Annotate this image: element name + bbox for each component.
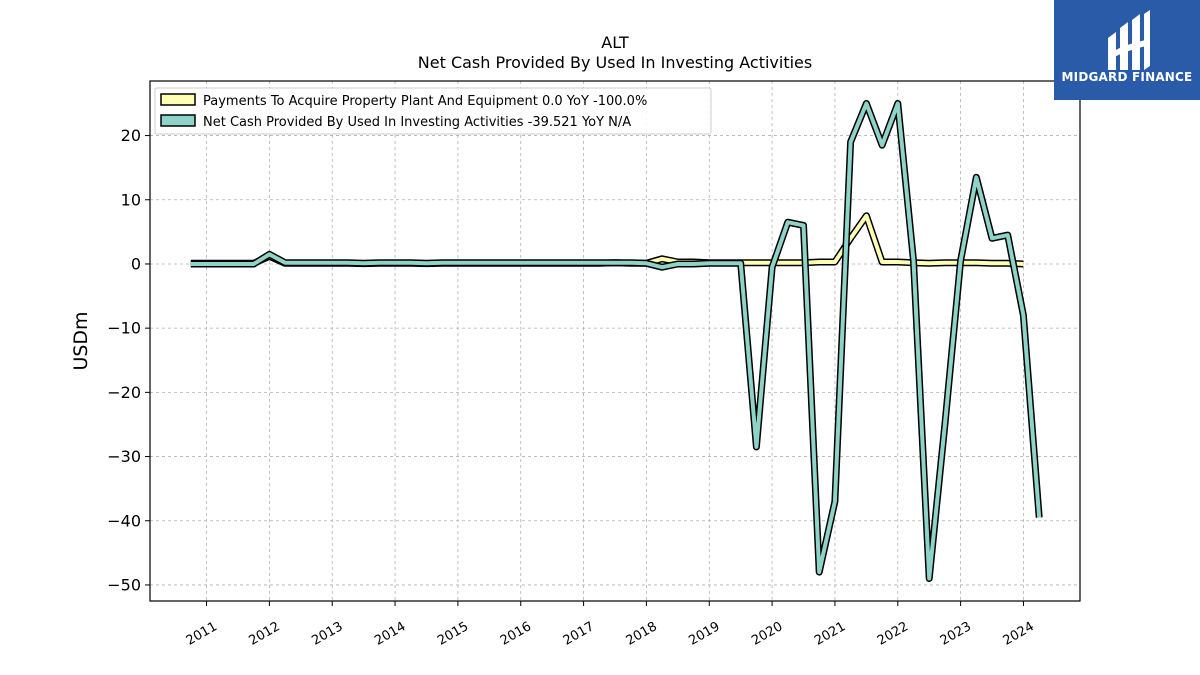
x-tick-label: 2019 xyxy=(686,619,722,649)
x-tick-label: 2024 xyxy=(1001,619,1037,649)
midgard-logo-icon xyxy=(1108,10,1150,70)
series-lines xyxy=(190,100,1043,582)
chart-subtitle: Net Cash Provided By Used In Investing A… xyxy=(418,53,812,72)
x-tick-label: 2022 xyxy=(875,619,911,649)
plot-frame xyxy=(149,80,1081,602)
legend-label-capex: Payments To Acquire Property Plant And E… xyxy=(203,94,647,109)
series-outline-0 xyxy=(190,212,1024,268)
legend-swatch-investing xyxy=(160,114,196,127)
x-tick-label: 2015 xyxy=(435,619,471,649)
x-tick-label: 2018 xyxy=(624,619,660,649)
x-tick-label: 2020 xyxy=(749,619,785,649)
y-axis: 20 10 0 −10 −20 −30 −40 −50 xyxy=(107,126,150,594)
watermark-brand-text: MIDGARD FINANCE xyxy=(1062,70,1193,84)
series-line-1 xyxy=(190,101,1042,581)
y-tick-label: −50 xyxy=(107,575,141,594)
y-tick-label: −10 xyxy=(107,319,141,338)
y-tick-label: −20 xyxy=(107,383,141,402)
legend-swatch-capex xyxy=(160,93,196,106)
y-tick-label: 0 xyxy=(131,254,141,273)
x-tick-label: 2012 xyxy=(247,619,283,649)
x-tick-label: 2016 xyxy=(498,619,534,649)
y-tick-label: −40 xyxy=(107,511,141,530)
y-tick-label: 20 xyxy=(121,126,141,145)
chart-title: ALT xyxy=(601,33,629,52)
x-tick-label: 2013 xyxy=(309,619,345,649)
x-tick-label: 2014 xyxy=(372,619,408,649)
series-outline-1 xyxy=(190,100,1043,582)
x-axis: 2011 2012 2013 2014 2015 2016 2017 2018 2019 2020… xyxy=(184,601,1037,649)
legend: Payments To Acquire Property Plant And E… xyxy=(154,87,712,135)
x-tick-label: 2017 xyxy=(561,619,597,649)
legend-label-investing: Net Cash Provided By Used In Investing A… xyxy=(203,115,631,130)
y-tick-label: −30 xyxy=(107,447,141,466)
y-axis-label: USDm xyxy=(70,311,92,370)
x-tick-label: 2011 xyxy=(184,619,220,649)
x-tick-label: 2023 xyxy=(938,619,974,649)
watermark-logo: MIDGARD FINANCE xyxy=(1054,0,1200,100)
y-tick-label: 10 xyxy=(121,190,141,209)
legend-box xyxy=(154,87,712,135)
series-line-0 xyxy=(190,213,1024,266)
x-tick-label: 2021 xyxy=(812,619,848,649)
grid xyxy=(150,81,1080,601)
